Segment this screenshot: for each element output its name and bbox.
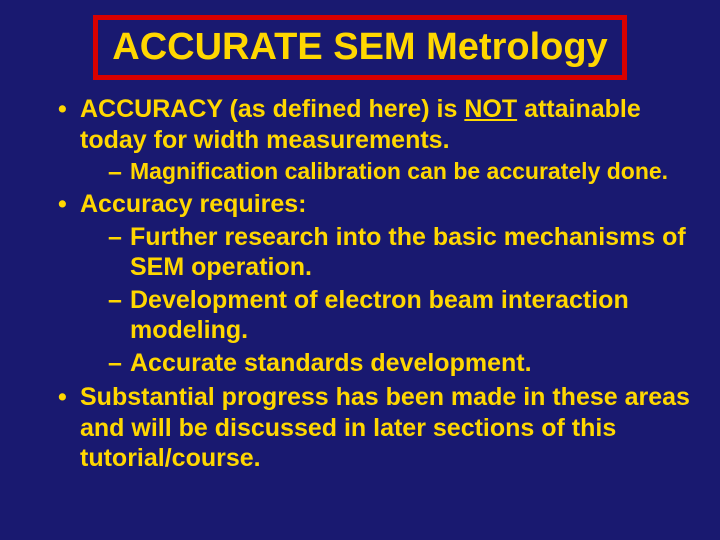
sub-bullet-list: Magnification calibration can be accurat… <box>80 157 690 185</box>
sub-bullet-text: Further research into the basic mechanis… <box>130 223 686 282</box>
bullet-text: Substantial progress has been made in th… <box>80 383 690 472</box>
bullet-text-pre: ACCURACY (as defined here) is <box>80 95 464 123</box>
sub-bullet-text: Development of electron beam interaction… <box>130 286 629 345</box>
sub-bullet-list: Further research into the basic mechanis… <box>80 222 690 379</box>
sub-bullet-item: Magnification calibration can be accurat… <box>108 157 690 185</box>
title-box: ACCURATE SEM Metrology <box>93 15 626 80</box>
slide-title: ACCURATE SEM Metrology <box>112 26 607 69</box>
bullet-text: Accuracy requires: <box>80 190 307 218</box>
sub-bullet-text: Accurate standards development. <box>130 349 532 377</box>
sub-bullet-item: Further research into the basic mechanis… <box>108 222 690 283</box>
sub-bullet-item: Accurate standards development. <box>108 348 690 379</box>
slide: ACCURATE SEM Metrology ACCURACY (as defi… <box>0 0 720 540</box>
sub-bullet-text: Magnification calibration can be accurat… <box>130 158 668 184</box>
bullet-list: ACCURACY (as defined here) is NOT attain… <box>30 94 690 474</box>
bullet-item: ACCURACY (as defined here) is NOT attain… <box>58 94 690 185</box>
bullet-text-emph: NOT <box>464 95 517 123</box>
sub-bullet-item: Development of electron beam interaction… <box>108 285 690 346</box>
bullet-item: Accuracy requires: Further research into… <box>58 189 690 378</box>
bullet-item: Substantial progress has been made in th… <box>58 382 690 474</box>
